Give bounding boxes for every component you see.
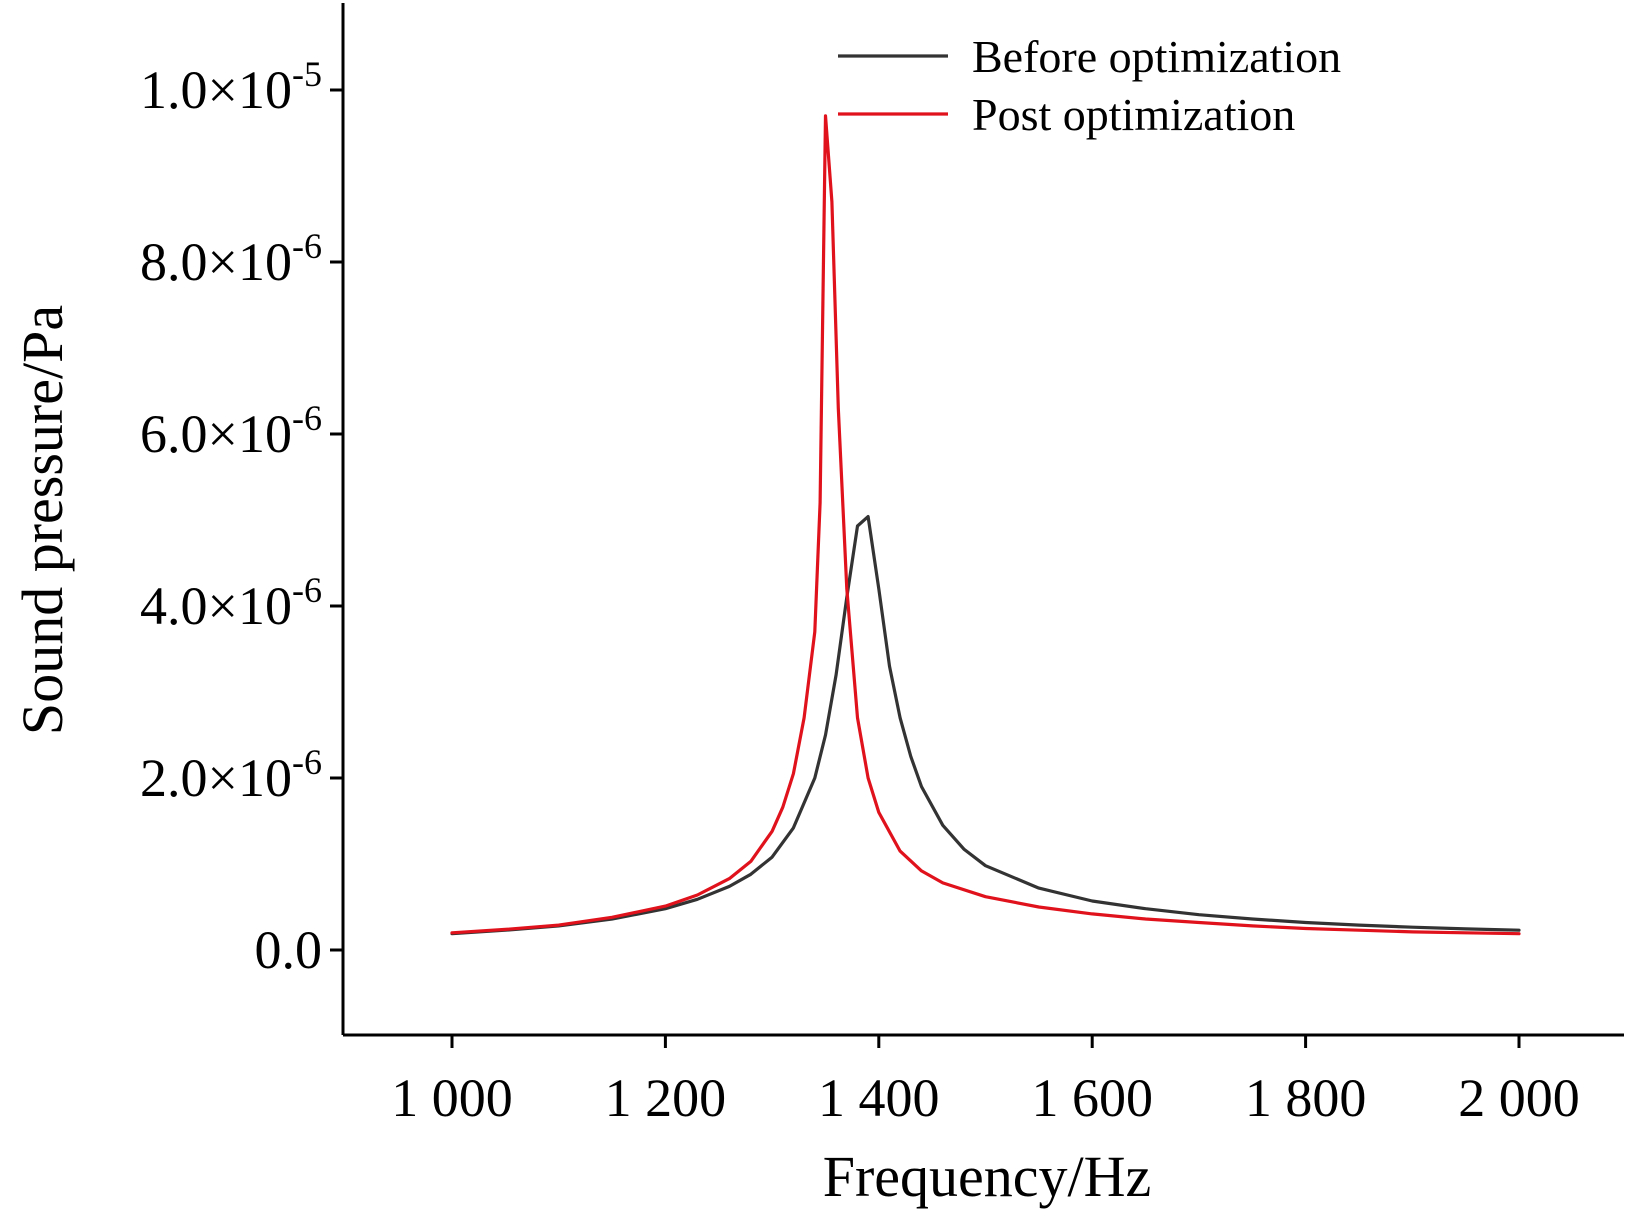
y-tick-label: 1.0×10-5 xyxy=(140,54,322,120)
x-axis-ticks: 1 000 1 200 1 400 1 600 1 800 2 000 xyxy=(391,1035,1580,1128)
legend-label: Before optimization xyxy=(972,31,1341,82)
y-axis-title: Sound pressure/Pa xyxy=(10,305,75,735)
y-tick-label: 8.0×10-6 xyxy=(140,226,322,292)
y-tick-label: 2.0×10-6 xyxy=(140,742,322,808)
x-tick-label: 1 200 xyxy=(605,1068,727,1128)
plot-area: 0.0 2.0×10-6 4.0×10-6 6.0×10-6 8.0×10-6 1.0×1… xyxy=(140,3,1624,1128)
x-tick-label: 1 600 xyxy=(1031,1068,1153,1128)
x-tick-label: 2 000 xyxy=(1458,1068,1580,1128)
x-tick-label: 1 800 xyxy=(1245,1068,1367,1128)
series-layer xyxy=(450,114,1521,936)
x-axis-title: Frequency/Hz xyxy=(823,1144,1152,1209)
y-tick-label: 4.0×10-6 xyxy=(140,570,322,636)
series-line-before-optimization xyxy=(450,514,1521,936)
y-axis-ticks: 0.0 2.0×10-6 4.0×10-6 6.0×10-6 8.0×10-6 1.0×1… xyxy=(140,54,343,980)
y-tick-label: 6.0×10-6 xyxy=(140,398,322,464)
y-tick-label: 0.0 xyxy=(255,920,323,980)
legend-label: Post optimization xyxy=(972,89,1295,140)
legend: Before optimization Post optimization xyxy=(838,31,1341,140)
x-tick-label: 1 000 xyxy=(391,1068,513,1128)
series-line-post-optimization xyxy=(450,114,1521,936)
x-tick-label: 1 400 xyxy=(818,1068,940,1128)
